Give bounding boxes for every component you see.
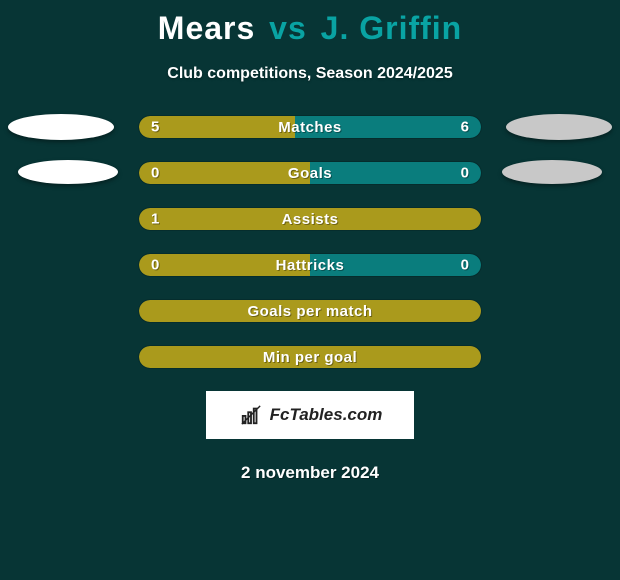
stat-bar: Goals per match — [138, 299, 482, 323]
stats-section: Matches56Goals00Assists1Hattricks00Goals… — [0, 115, 620, 369]
stat-value-right: 0 — [461, 257, 469, 274]
bar-right-fill — [310, 162, 481, 184]
stat-label: Goals per match — [247, 303, 372, 320]
stat-row: Hattricks 0 0 — [0, 253, 620, 277]
stat-value-left: 0 — [151, 165, 159, 182]
stat-bar: Goals 0 0 — [138, 161, 482, 185]
stat-bar: Assists 1 — [138, 207, 482, 231]
stat-value-left: 5 — [151, 119, 159, 136]
subtitle: Club competitions, Season 2024/2025 — [0, 65, 620, 83]
bar-left-fill — [139, 116, 295, 138]
stat-bar: Hattricks 0 0 — [138, 253, 482, 277]
stat-bar: Matches 5 6 — [138, 115, 482, 139]
stat-label: Hattricks — [276, 257, 345, 274]
stat-label: Assists — [282, 211, 339, 228]
stat-label: Min per goal — [263, 349, 357, 366]
stat-row: Goals per match — [0, 299, 620, 323]
stat-label: Goals — [288, 165, 332, 182]
stat-row: Matches 5 6 — [0, 115, 620, 139]
watermark-text: FcTables.com — [270, 405, 383, 425]
date-label: 2 november 2024 — [0, 463, 620, 483]
stat-row: Goals 0 0 — [0, 161, 620, 185]
vs-label: vs — [269, 10, 307, 46]
stat-value-right: 6 — [461, 119, 469, 136]
comparison-card: Mears vs J. Griffin Club competitions, S… — [0, 0, 620, 483]
stat-label: Matches — [278, 119, 342, 136]
bar-left-fill — [139, 162, 310, 184]
stat-value-left: 0 — [151, 257, 159, 274]
stat-row: Assists 1 — [0, 207, 620, 231]
page-title: Mears vs J. Griffin — [0, 10, 620, 47]
player1-name: Mears — [158, 10, 256, 46]
stat-bar: Min per goal — [138, 345, 482, 369]
stat-value-right: 0 — [461, 165, 469, 182]
watermark-icon — [238, 404, 264, 426]
stat-row: Min per goal — [0, 345, 620, 369]
watermark: FcTables.com — [206, 391, 414, 439]
stat-value-left: 1 — [151, 211, 159, 228]
player2-name: J. Griffin — [321, 10, 463, 46]
